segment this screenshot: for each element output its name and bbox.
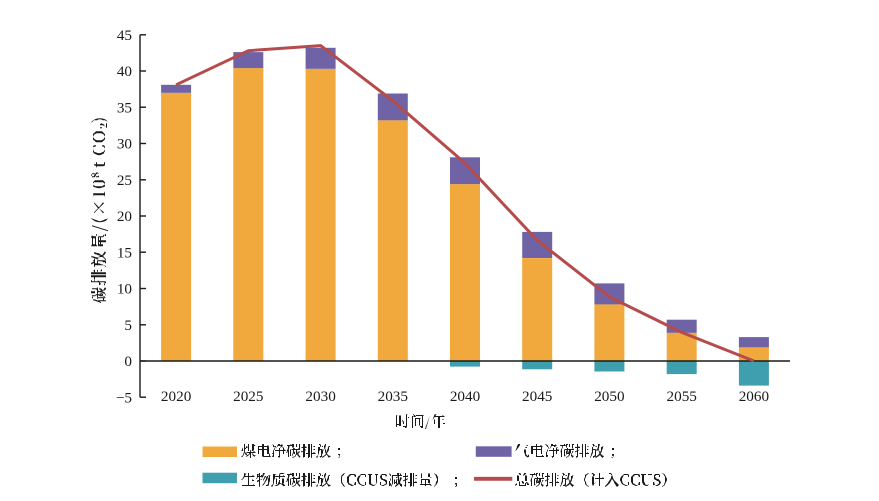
svg-text:25: 25: [117, 172, 132, 189]
svg-text:5: 5: [124, 317, 132, 334]
svg-text:0: 0: [124, 353, 132, 370]
svg-text:2025: 2025: [233, 388, 263, 405]
svg-text:40: 40: [117, 63, 133, 80]
svg-text:30: 30: [117, 136, 133, 153]
svg-text:2035: 2035: [378, 388, 408, 405]
svg-text:10: 10: [117, 281, 133, 298]
svg-text:2020: 2020: [161, 388, 192, 405]
svg-text:−5: −5: [116, 389, 132, 406]
svg-text:2030: 2030: [305, 388, 336, 405]
svg-text:35: 35: [117, 100, 132, 117]
svg-text:2050: 2050: [594, 388, 625, 405]
svg-text:2045: 2045: [522, 388, 552, 405]
svg-text:20: 20: [117, 208, 133, 225]
svg-text:2060: 2060: [739, 388, 770, 405]
svg-text:15: 15: [117, 244, 132, 261]
svg-text:2040: 2040: [450, 388, 481, 405]
svg-text:45: 45: [117, 27, 132, 44]
svg-text:2055: 2055: [667, 388, 697, 405]
